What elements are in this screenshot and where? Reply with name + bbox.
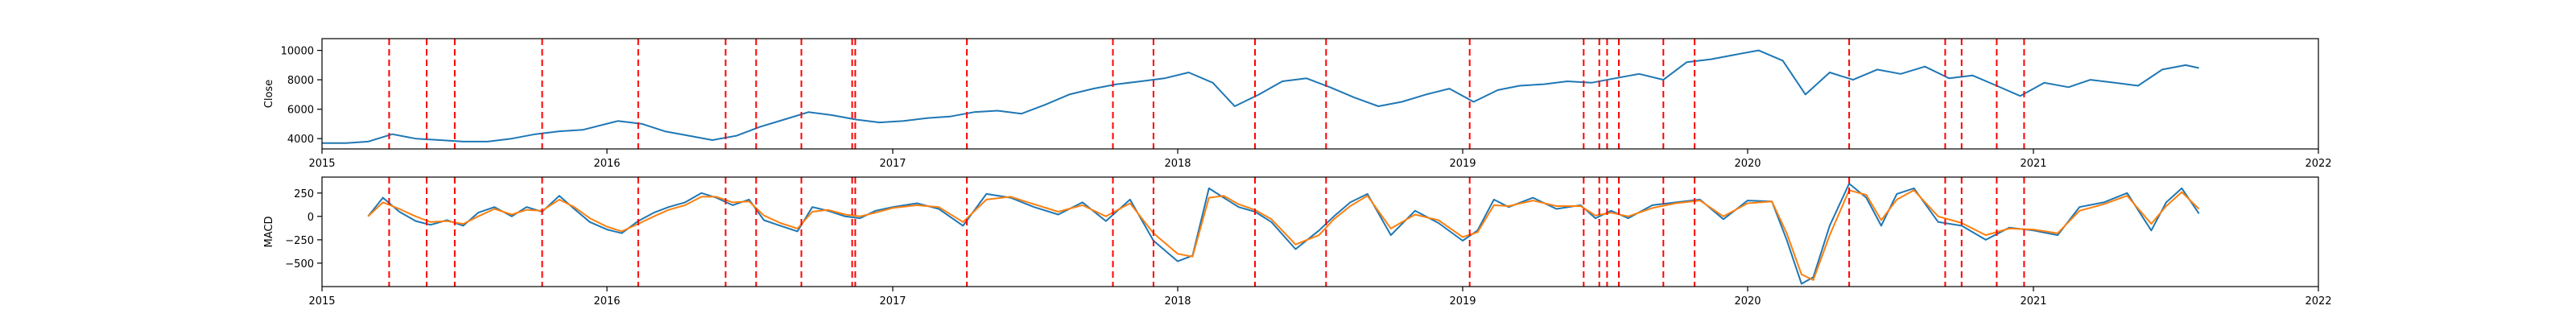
x-tick-label: 2022 (2305, 295, 2331, 308)
x-tick-label: 2016 (593, 295, 620, 308)
x-tick-label: 2016 (593, 158, 620, 170)
x-tick-label: 2017 (879, 158, 906, 170)
axes-frame (321, 176, 2319, 287)
x-tick-label: 2020 (1734, 295, 1761, 308)
y-tick-label: 0 (308, 212, 314, 224)
y-tick-label: 4000 (287, 134, 314, 146)
y-axis-label: Close (263, 80, 275, 108)
x-tick-label: 2018 (1164, 295, 1191, 308)
axes-frame (321, 38, 2319, 150)
series-line-2 (367, 189, 2200, 281)
x-tick-label: 2021 (2020, 295, 2046, 308)
x-tick-label: 2020 (1734, 158, 1761, 170)
series-line-1 (367, 183, 2200, 285)
y-tick-label: 6000 (287, 105, 314, 117)
y-tick-label: 10000 (281, 46, 314, 58)
x-tick-label: 2018 (1164, 158, 1191, 170)
y-axis-label: MACD (263, 217, 275, 248)
x-tick-label: 2021 (2020, 158, 2046, 170)
subplot-1: 4000 6000 8000 10000 2015 2016 2017 2018 2019 202… (263, 38, 2332, 170)
y-tick-label: 250 (294, 188, 314, 200)
x-tick-label: 2019 (1449, 295, 1476, 308)
x-tick-label: 2022 (2305, 158, 2331, 170)
x-tick-label: 2015 (308, 158, 335, 170)
y-tick-label: 8000 (287, 75, 314, 87)
x-tick-label: 2015 (308, 295, 335, 308)
x-tick-label: 2017 (879, 295, 906, 308)
subplot-2: −500 −250 0 250 2015 2016 2017 2018 2019 2020 2021… (263, 176, 2332, 308)
x-tick-label: 2019 (1449, 158, 1476, 170)
series-line-1 (322, 49, 2199, 144)
y-tick-label: −500 (285, 258, 314, 270)
y-tick-label: −250 (285, 235, 314, 247)
